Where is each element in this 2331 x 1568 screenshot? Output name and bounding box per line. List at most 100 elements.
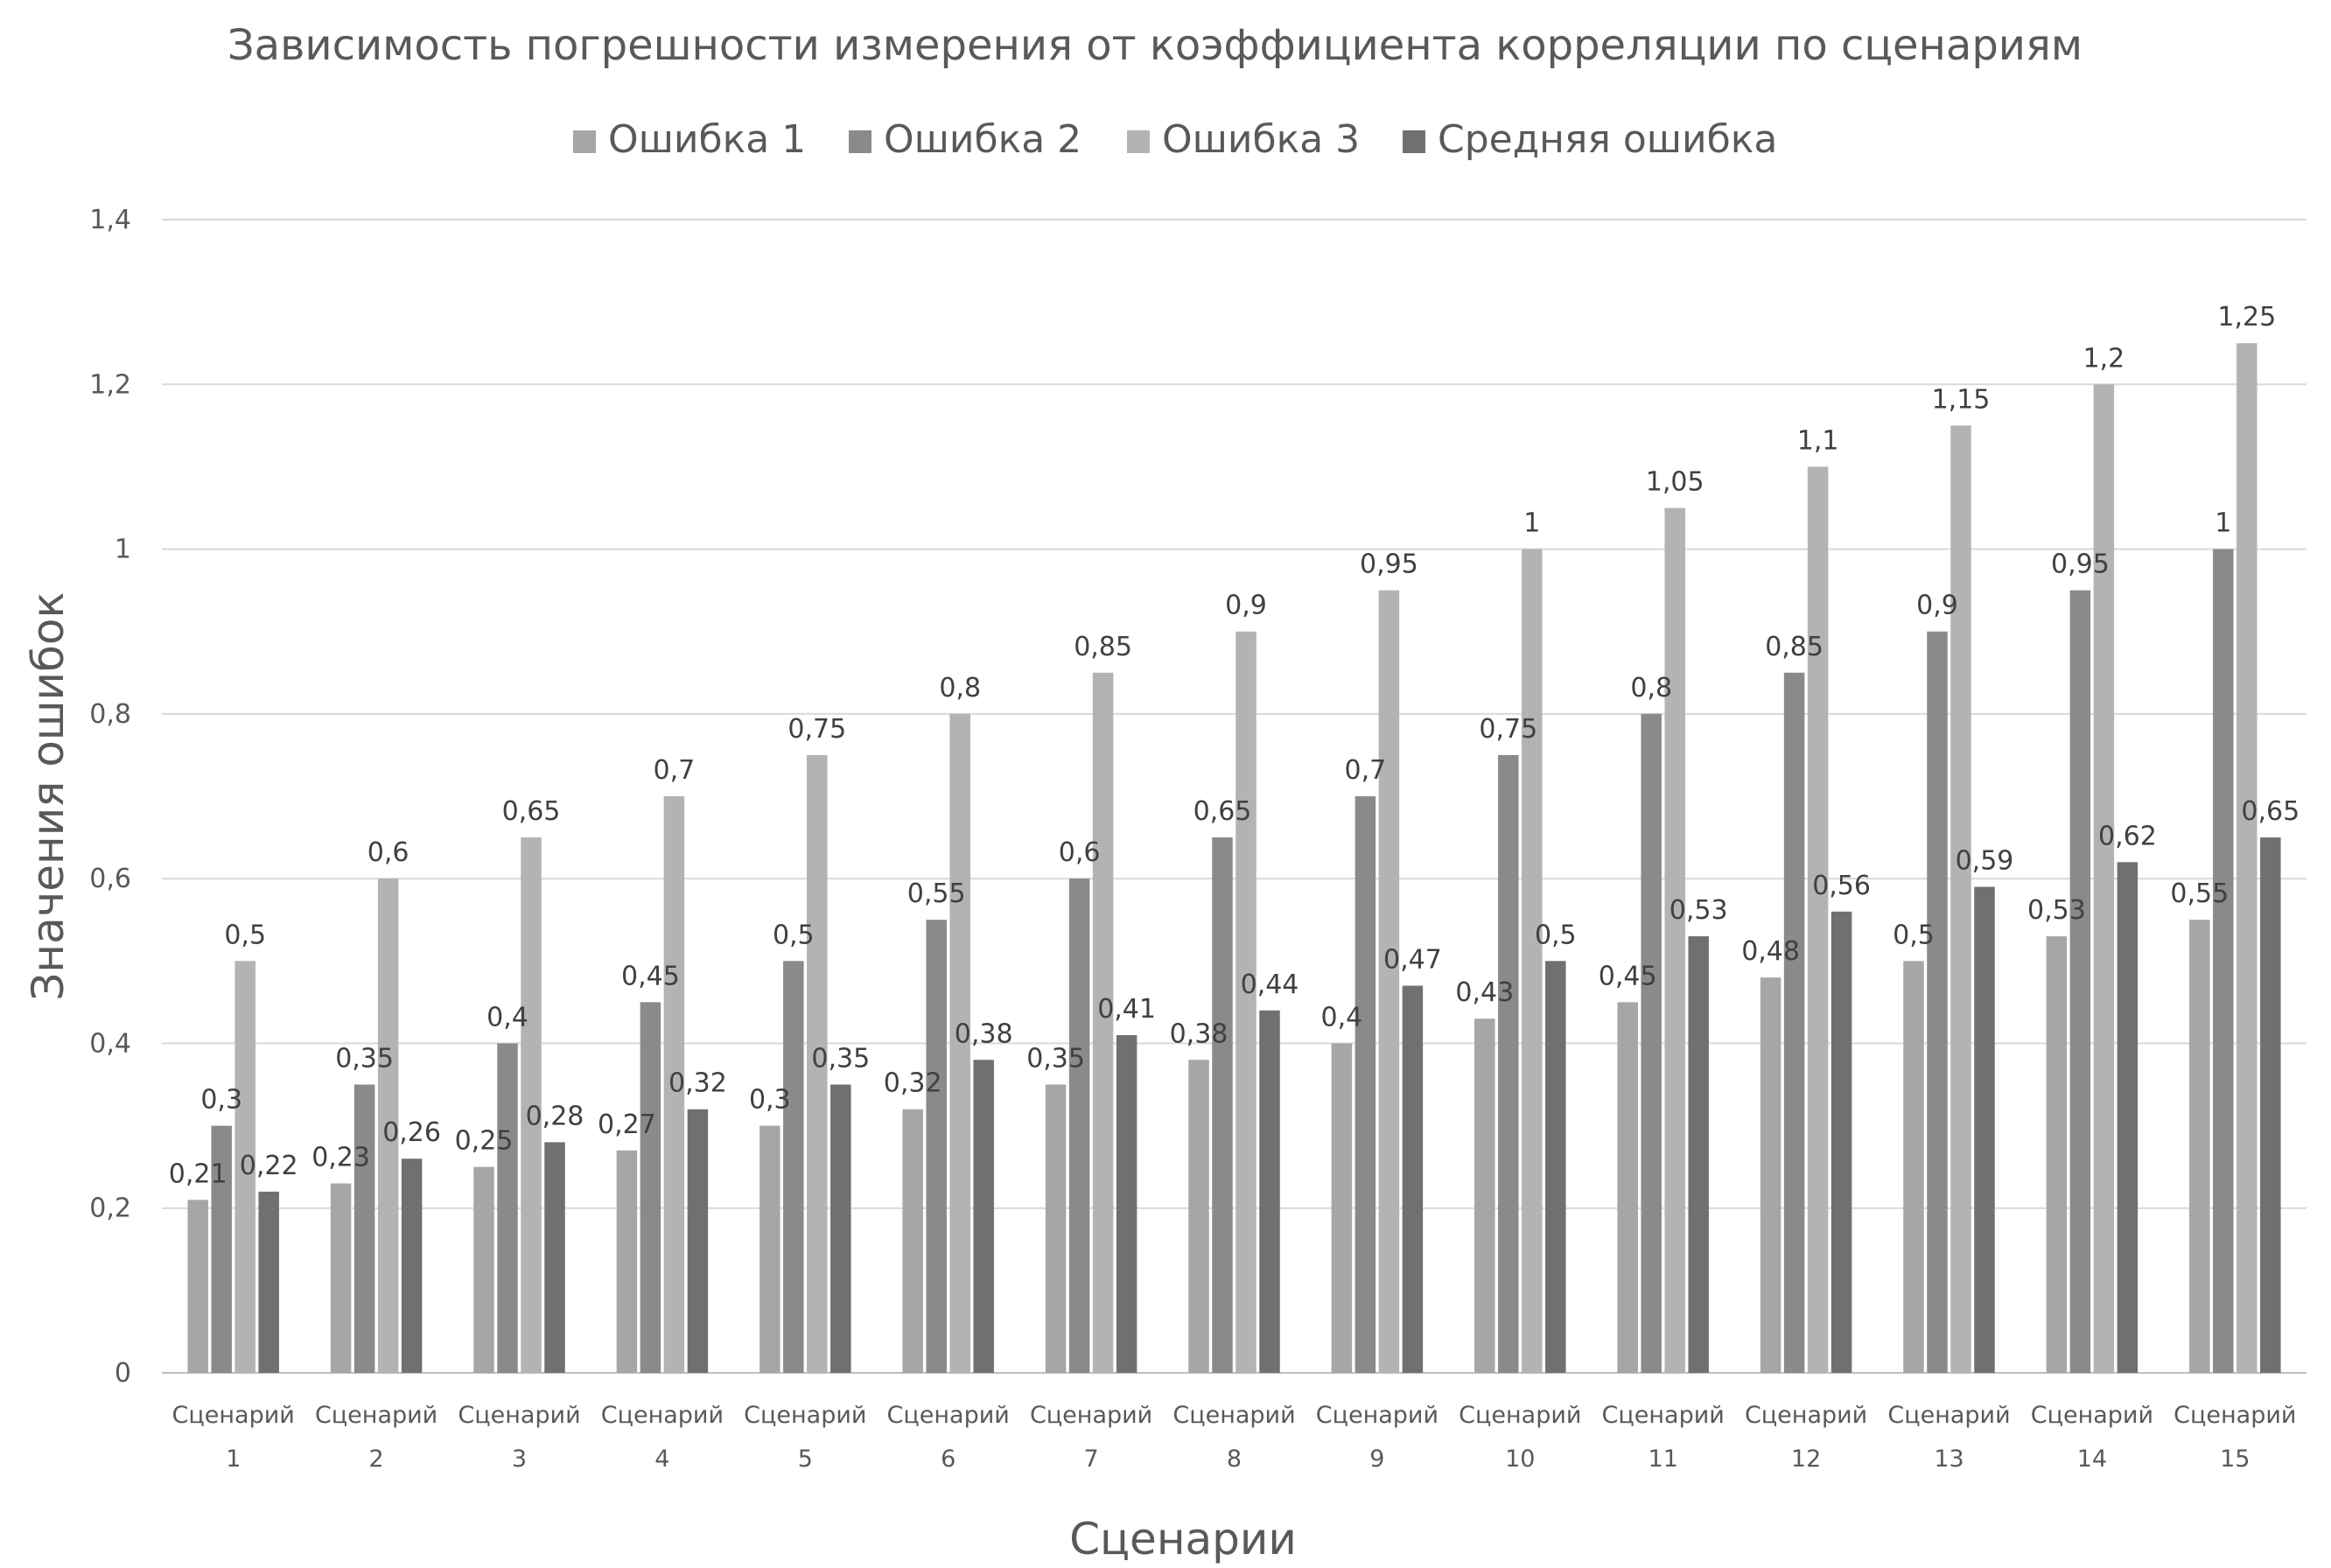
data-label: 0,26	[382, 1117, 441, 1148]
bar	[1950, 425, 1971, 1373]
y-tick-label: 0,6	[89, 864, 131, 894]
bar	[497, 1043, 518, 1373]
data-label: 0,62	[2098, 821, 2157, 851]
bar	[687, 1109, 709, 1373]
bar	[2189, 920, 2210, 1373]
bar	[663, 796, 685, 1373]
bar	[1498, 754, 1519, 1373]
bar	[2236, 343, 2258, 1373]
data-label: 0,9	[1916, 591, 1958, 621]
data-label: 0,5	[1535, 920, 1577, 950]
bar	[830, 1084, 851, 1373]
data-label: 0,6	[1059, 837, 1101, 868]
bar	[1068, 878, 1090, 1373]
x-tick-label: 1	[226, 1446, 241, 1473]
data-label: 0,9	[1225, 591, 1267, 621]
x-tick-label: 5	[798, 1446, 813, 1473]
bar	[1927, 631, 1948, 1373]
data-label: 0,27	[598, 1110, 656, 1140]
bar	[902, 1109, 923, 1373]
x-tick-label: Сценарий	[744, 1402, 866, 1429]
data-label: 0,53	[2027, 895, 2086, 926]
data-label: 0,53	[1670, 895, 1728, 926]
legend-entry: Средняя ошибка	[1438, 117, 1777, 162]
data-label: 0,45	[1599, 961, 1657, 991]
bar	[1212, 837, 1233, 1373]
bar	[949, 713, 970, 1373]
data-label: 0,32	[668, 1068, 727, 1099]
data-label: 0,75	[788, 714, 846, 745]
data-label: 0,48	[1741, 936, 1800, 967]
x-tick-label: Сценарий	[1316, 1402, 1438, 1429]
x-axis-ticks: Сценарий 1 Сценарий 2 Сценарий 3 Сценарий 4 Сцен…	[172, 1402, 2297, 1473]
x-tick-label: 12	[1791, 1446, 1821, 1473]
data-label: 0,32	[884, 1068, 942, 1099]
legend-swatch	[1403, 130, 1425, 153]
data-label: 0,23	[312, 1142, 370, 1172]
legend-entry: Ошибка 1	[608, 117, 806, 162]
bar	[2046, 936, 2068, 1373]
bar	[1045, 1084, 1067, 1373]
data-label: 0,45	[621, 961, 680, 991]
legend-entry: Ошибка 3	[1162, 117, 1360, 162]
bar	[187, 1200, 208, 1373]
bar	[2213, 549, 2234, 1373]
bar	[807, 754, 828, 1373]
bar	[640, 1002, 662, 1373]
data-label: 0,28	[526, 1101, 584, 1131]
x-tick-label: Сценарий	[172, 1402, 295, 1429]
bar	[2093, 384, 2115, 1374]
bar	[1378, 590, 1400, 1373]
bar	[1331, 1043, 1353, 1373]
data-label: 0,43	[1455, 977, 1514, 1008]
x-tick-label: 8	[1227, 1446, 1242, 1473]
data-label: 0,5	[224, 920, 266, 950]
bar	[1354, 796, 1376, 1373]
data-label: 0,3	[200, 1085, 242, 1116]
legend: Ошибка 1 Ошибка 2 Ошибка 3 Средняя ошибка	[573, 117, 1777, 162]
legend-swatch	[573, 130, 596, 153]
x-axis-label: Сценарии	[1069, 1514, 1297, 1564]
bar	[258, 1191, 279, 1373]
x-tick-label: Сценарий	[1459, 1402, 1581, 1429]
data-label: 1	[2215, 508, 2231, 539]
bar	[1641, 713, 1662, 1373]
bar	[1474, 1018, 1495, 1373]
bar	[1092, 672, 1114, 1373]
data-label: 0,47	[1383, 945, 1442, 976]
x-tick-label: Сценарий	[1745, 1402, 1867, 1429]
bar	[1236, 631, 1256, 1373]
data-label: 0,4	[486, 1002, 528, 1032]
bar	[234, 961, 256, 1373]
x-tick-label: Сценарий	[2174, 1402, 2296, 1429]
bar	[1903, 961, 1924, 1373]
x-tick-label: Сценарий	[1172, 1402, 1295, 1429]
bar	[616, 1150, 638, 1373]
chart-title: Зависимость погрешности измерения от коэ…	[228, 21, 2082, 70]
bar	[783, 961, 804, 1373]
y-tick-label: 0	[115, 1358, 131, 1389]
data-label: 0,38	[955, 1018, 1013, 1049]
bar	[473, 1166, 494, 1373]
y-tick-label: 0,4	[89, 1028, 131, 1059]
data-label: 0,35	[811, 1044, 870, 1074]
x-tick-label: Сценарий	[601, 1402, 724, 1429]
data-label: 0,55	[2170, 878, 2229, 909]
bar	[330, 1183, 352, 1373]
data-label: 1,25	[2217, 302, 2276, 332]
bar	[1522, 549, 1543, 1373]
x-tick-label: Сценарий	[1602, 1402, 1725, 1429]
bar	[544, 1142, 565, 1373]
legend-entry: Ошибка 2	[884, 117, 1082, 162]
data-label: 0,7	[1345, 755, 1387, 786]
data-label: 1	[1523, 508, 1540, 539]
data-label: 1,15	[1932, 384, 1991, 415]
data-label: 0,59	[1956, 846, 2014, 877]
bar	[401, 1158, 423, 1373]
data-label: 0,56	[1812, 871, 1871, 901]
data-label: 0,3	[749, 1085, 791, 1116]
y-tick-label: 1,4	[89, 205, 131, 235]
x-tick-label: 7	[1084, 1446, 1099, 1473]
